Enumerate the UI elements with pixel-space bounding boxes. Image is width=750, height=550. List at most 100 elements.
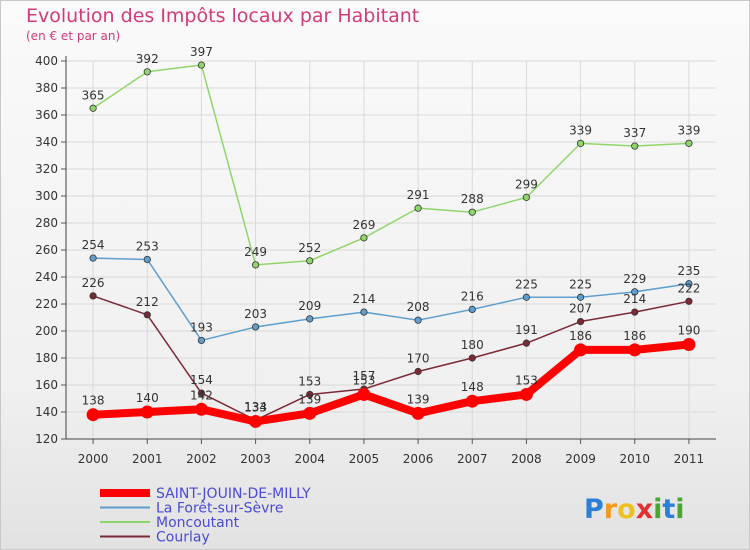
data-label: 154 — [190, 373, 213, 387]
data-point — [685, 139, 693, 147]
x-tick-label: 2000 — [78, 452, 109, 466]
data-label: 365 — [82, 88, 105, 102]
data-point — [576, 293, 585, 301]
data-point — [249, 414, 263, 428]
data-label: 288 — [461, 192, 484, 206]
data-label: 397 — [190, 45, 213, 59]
data-label: 134 — [244, 400, 267, 414]
series-moncoutant — [89, 61, 693, 269]
data-point — [628, 343, 642, 357]
data-label: 254 — [82, 238, 105, 252]
chart-subtitle: (en € et par an) — [26, 29, 120, 43]
y-tick-label: 160 — [35, 378, 58, 392]
data-label: 193 — [190, 320, 213, 334]
legend-label: Courlay — [156, 530, 210, 546]
data-point — [303, 406, 317, 420]
y-tick-label: 140 — [35, 405, 58, 419]
data-label: 180 — [461, 338, 484, 352]
x-tick-label: 2010 — [619, 452, 650, 466]
data-point — [631, 142, 639, 150]
data-label: 140 — [136, 391, 159, 405]
series-saint-jouin-de-milly — [86, 338, 696, 428]
data-point — [414, 367, 422, 376]
data-point — [522, 193, 531, 201]
data-point — [140, 405, 154, 419]
x-tick-label: 2009 — [565, 452, 596, 466]
legend-label: La Forêt-sur-Sèvre — [156, 501, 283, 517]
data-point — [306, 390, 314, 399]
grid — [66, 60, 716, 440]
data-label: 153 — [515, 373, 538, 387]
data-label: 209 — [298, 299, 321, 313]
data-label: 186 — [569, 329, 592, 343]
data-label: 142 — [190, 388, 213, 402]
y-tick-label: 240 — [35, 270, 58, 284]
data-label: 139 — [407, 392, 430, 406]
data-point — [89, 254, 97, 262]
data-point — [468, 305, 476, 313]
data-label: 139 — [298, 392, 321, 406]
y-tick-label: 380 — [35, 81, 58, 95]
data-label: 253 — [136, 239, 159, 253]
data-point — [89, 292, 97, 300]
x-tick-label: 2007 — [457, 452, 488, 466]
data-label: 186 — [623, 329, 646, 343]
data-label: 148 — [461, 380, 484, 394]
data-label: 252 — [298, 241, 321, 255]
data-label: 229 — [623, 272, 646, 286]
data-label: 207 — [569, 302, 592, 316]
series-line — [93, 257, 690, 342]
data-label: 133 — [244, 400, 267, 414]
data-point — [143, 68, 151, 76]
x-tick-label: 2008 — [511, 452, 542, 466]
series-la-for-t-sur-s-vre — [89, 254, 693, 345]
data-point — [194, 402, 208, 416]
data-label: 153 — [352, 373, 375, 387]
y-tick-label: 220 — [35, 297, 58, 311]
data-label: 157 — [352, 369, 375, 383]
data-label: 269 — [352, 218, 375, 232]
chart-title: Evolution des Impôts locaux par Habitant — [26, 5, 419, 27]
data-point — [574, 343, 588, 357]
axes: 120 140 160 180 200 220 240 260 280 300 320 340 360 3… — [35, 54, 716, 466]
data-point — [143, 255, 151, 264]
data-point — [306, 315, 314, 323]
data-label: 392 — [136, 52, 159, 66]
data-point — [411, 406, 425, 420]
data-point — [631, 288, 639, 296]
data-point — [306, 257, 314, 265]
y-tick-label: 360 — [35, 108, 58, 122]
data-label: 339 — [569, 123, 592, 137]
proxiti-logo: Proxiti — [584, 494, 685, 525]
x-tick-label: 2002 — [186, 452, 217, 466]
data-point — [522, 293, 531, 301]
series-line — [92, 64, 689, 266]
data-label: 337 — [623, 126, 646, 140]
data-label: 190 — [677, 324, 700, 338]
data-label: 225 — [569, 277, 592, 291]
data-label: 226 — [82, 276, 105, 290]
data-label: 191 — [515, 323, 538, 337]
data-label: 214 — [623, 292, 646, 306]
data-point — [519, 387, 533, 401]
data-point — [576, 317, 585, 326]
data-point — [251, 261, 260, 269]
data-label: 203 — [244, 307, 267, 321]
y-tick-label: 300 — [35, 189, 58, 203]
data-label: 214 — [352, 292, 375, 306]
y-tick-label: 340 — [35, 135, 58, 149]
series-line — [92, 340, 690, 426]
data-point — [414, 316, 422, 324]
data-point — [522, 339, 531, 347]
x-tick-label: 2004 — [294, 452, 325, 466]
data-point — [251, 323, 260, 331]
data-point — [465, 394, 479, 408]
data-point — [357, 387, 371, 401]
x-tick-label: 2001 — [132, 452, 163, 466]
x-tick-label: 2005 — [349, 452, 380, 466]
y-tick-label: 120 — [35, 432, 58, 446]
data-point — [414, 204, 422, 212]
